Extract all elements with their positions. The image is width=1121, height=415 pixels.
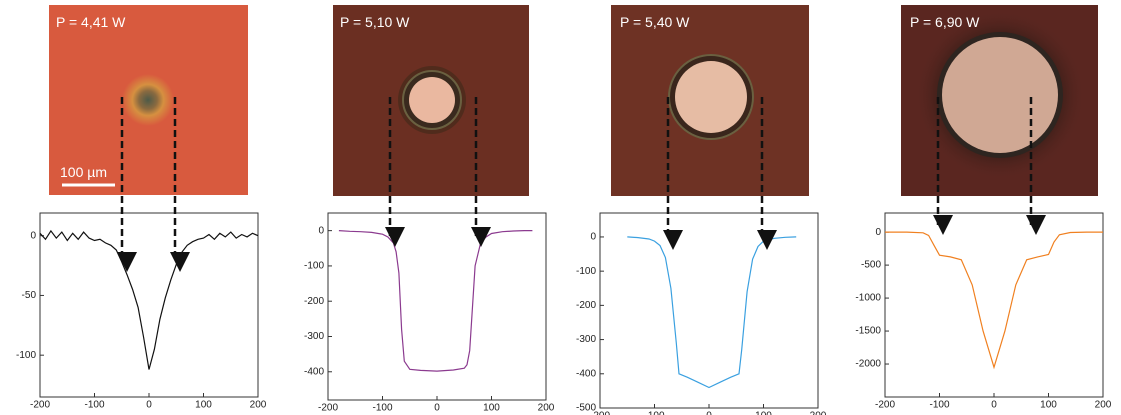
x-tick-label: -100	[84, 400, 104, 411]
panel-title: P = 6,90 W	[910, 14, 980, 30]
x-tick-label: -200	[30, 400, 50, 411]
y-tick-label: 0	[590, 232, 596, 243]
y-tick-label: -300	[576, 334, 596, 345]
x-tick-label: -200	[875, 400, 895, 411]
x-tick-label: 100	[1040, 400, 1057, 411]
plot-frame	[599, 212, 819, 409]
spot	[409, 77, 455, 123]
spot	[942, 37, 1058, 153]
panel-title: P = 4,41 W	[56, 14, 126, 30]
panel-title: P = 5,40 W	[620, 14, 690, 30]
profile-line	[627, 236, 797, 389]
y-tick-label: -100	[16, 350, 36, 361]
x-tick-label: 200	[538, 403, 555, 414]
y-tick-label: -300	[304, 331, 324, 342]
y-tick-label: -100	[576, 266, 596, 277]
spot	[122, 74, 174, 126]
plot-frame	[327, 212, 547, 401]
x-tick-label: 0	[706, 411, 712, 415]
x-tick-label: 0	[991, 400, 997, 411]
profile-line	[39, 229, 259, 370]
y-tick-label: -2000	[855, 359, 881, 370]
x-tick-label: 0	[434, 403, 440, 414]
y-tick-label: -500	[576, 403, 596, 414]
arrows	[117, 97, 1046, 272]
y-tick-label: -400	[576, 368, 596, 379]
y-tick-label: -1000	[855, 293, 881, 304]
y-tick-label: 0	[30, 230, 36, 241]
scale-bar-label: 100 µm	[60, 164, 107, 180]
plot-frame	[884, 212, 1104, 398]
profile-line	[885, 231, 1103, 370]
x-tick-label: 200	[810, 411, 827, 415]
x-tick-label: -200	[318, 403, 338, 414]
y-tick-label: -400	[304, 366, 324, 377]
x-tick-label: 100	[483, 403, 500, 414]
panel-title: P = 5,10 W	[340, 14, 410, 30]
y-tick-label: -500	[861, 260, 881, 271]
y-tick-label: -50	[22, 290, 37, 301]
x-tick-label: 0	[146, 400, 152, 411]
x-tick-label: -200	[590, 411, 610, 415]
y-tick-label: -200	[304, 296, 324, 307]
y-tick-label: 0	[318, 225, 324, 236]
spot	[675, 61, 747, 133]
x-tick-label: -100	[644, 411, 664, 415]
x-tick-label: 100	[755, 411, 772, 415]
x-tick-label: 200	[1095, 400, 1112, 411]
x-tick-label: 100	[195, 400, 212, 411]
y-tick-label: 0	[875, 227, 881, 238]
y-tick-label: -200	[576, 300, 596, 311]
x-tick-label: -100	[929, 400, 949, 411]
y-tick-label: -1500	[855, 326, 881, 337]
x-tick-label: 200	[250, 400, 267, 411]
profile-line	[338, 230, 533, 372]
y-tick-label: -100	[304, 261, 324, 272]
photos	[49, 5, 1098, 196]
x-tick-label: -100	[372, 403, 392, 414]
